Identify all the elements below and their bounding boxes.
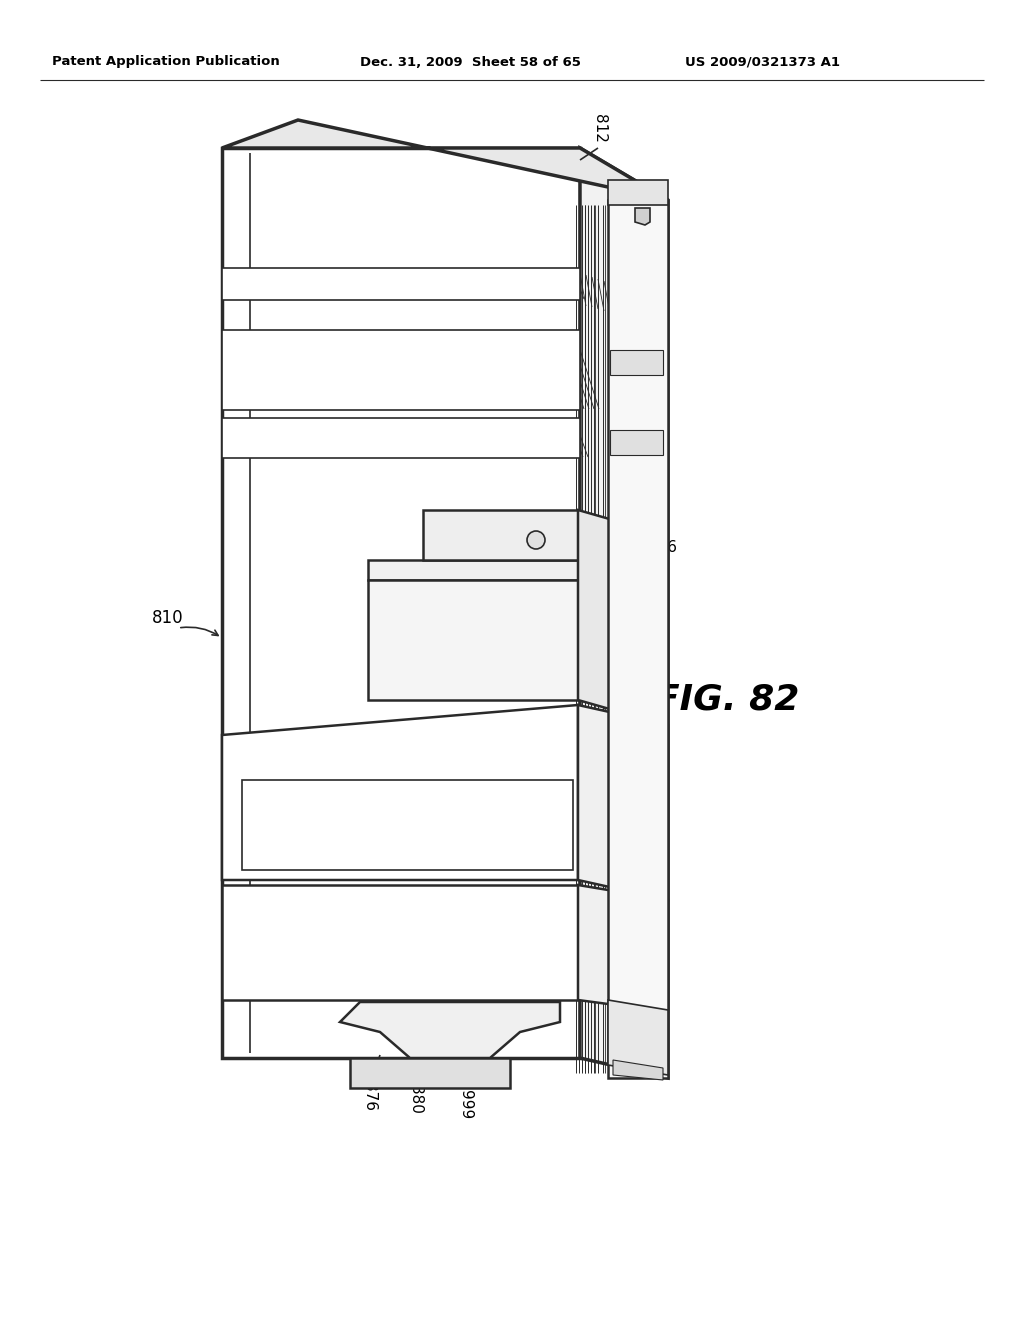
Text: 822: 822 xyxy=(631,300,645,327)
Polygon shape xyxy=(350,1059,510,1088)
Polygon shape xyxy=(610,430,663,455)
Polygon shape xyxy=(222,418,580,458)
Polygon shape xyxy=(610,350,663,375)
Polygon shape xyxy=(608,1001,668,1074)
Text: 810: 810 xyxy=(152,609,183,627)
Text: Patent Application Publication: Patent Application Publication xyxy=(52,55,280,69)
Polygon shape xyxy=(368,560,578,579)
Polygon shape xyxy=(580,148,668,1078)
Text: Dec. 31, 2009  Sheet 58 of 65: Dec. 31, 2009 Sheet 58 of 65 xyxy=(360,55,581,69)
Polygon shape xyxy=(222,705,578,880)
Circle shape xyxy=(527,531,545,549)
Polygon shape xyxy=(368,579,578,700)
Polygon shape xyxy=(608,180,668,205)
Text: 812: 812 xyxy=(593,114,607,143)
Polygon shape xyxy=(613,1060,663,1080)
Polygon shape xyxy=(423,510,578,560)
Text: 892: 892 xyxy=(640,620,655,649)
Text: 880: 880 xyxy=(408,1085,423,1114)
Text: 876: 876 xyxy=(362,1082,378,1111)
Polygon shape xyxy=(578,884,668,1012)
Polygon shape xyxy=(340,1002,560,1059)
Polygon shape xyxy=(608,201,668,1078)
Text: 816: 816 xyxy=(648,540,677,556)
Polygon shape xyxy=(635,209,650,224)
Text: 814: 814 xyxy=(621,211,636,240)
Text: US 2009/0321373 A1: US 2009/0321373 A1 xyxy=(685,55,840,69)
Text: 999: 999 xyxy=(458,1090,472,1119)
Polygon shape xyxy=(578,705,668,900)
Polygon shape xyxy=(222,148,580,1059)
Polygon shape xyxy=(578,510,613,710)
Text: FIG. 82: FIG. 82 xyxy=(655,682,800,717)
Polygon shape xyxy=(242,780,573,870)
Polygon shape xyxy=(222,268,580,300)
Polygon shape xyxy=(222,120,668,201)
Polygon shape xyxy=(222,330,580,411)
Polygon shape xyxy=(222,884,578,1001)
